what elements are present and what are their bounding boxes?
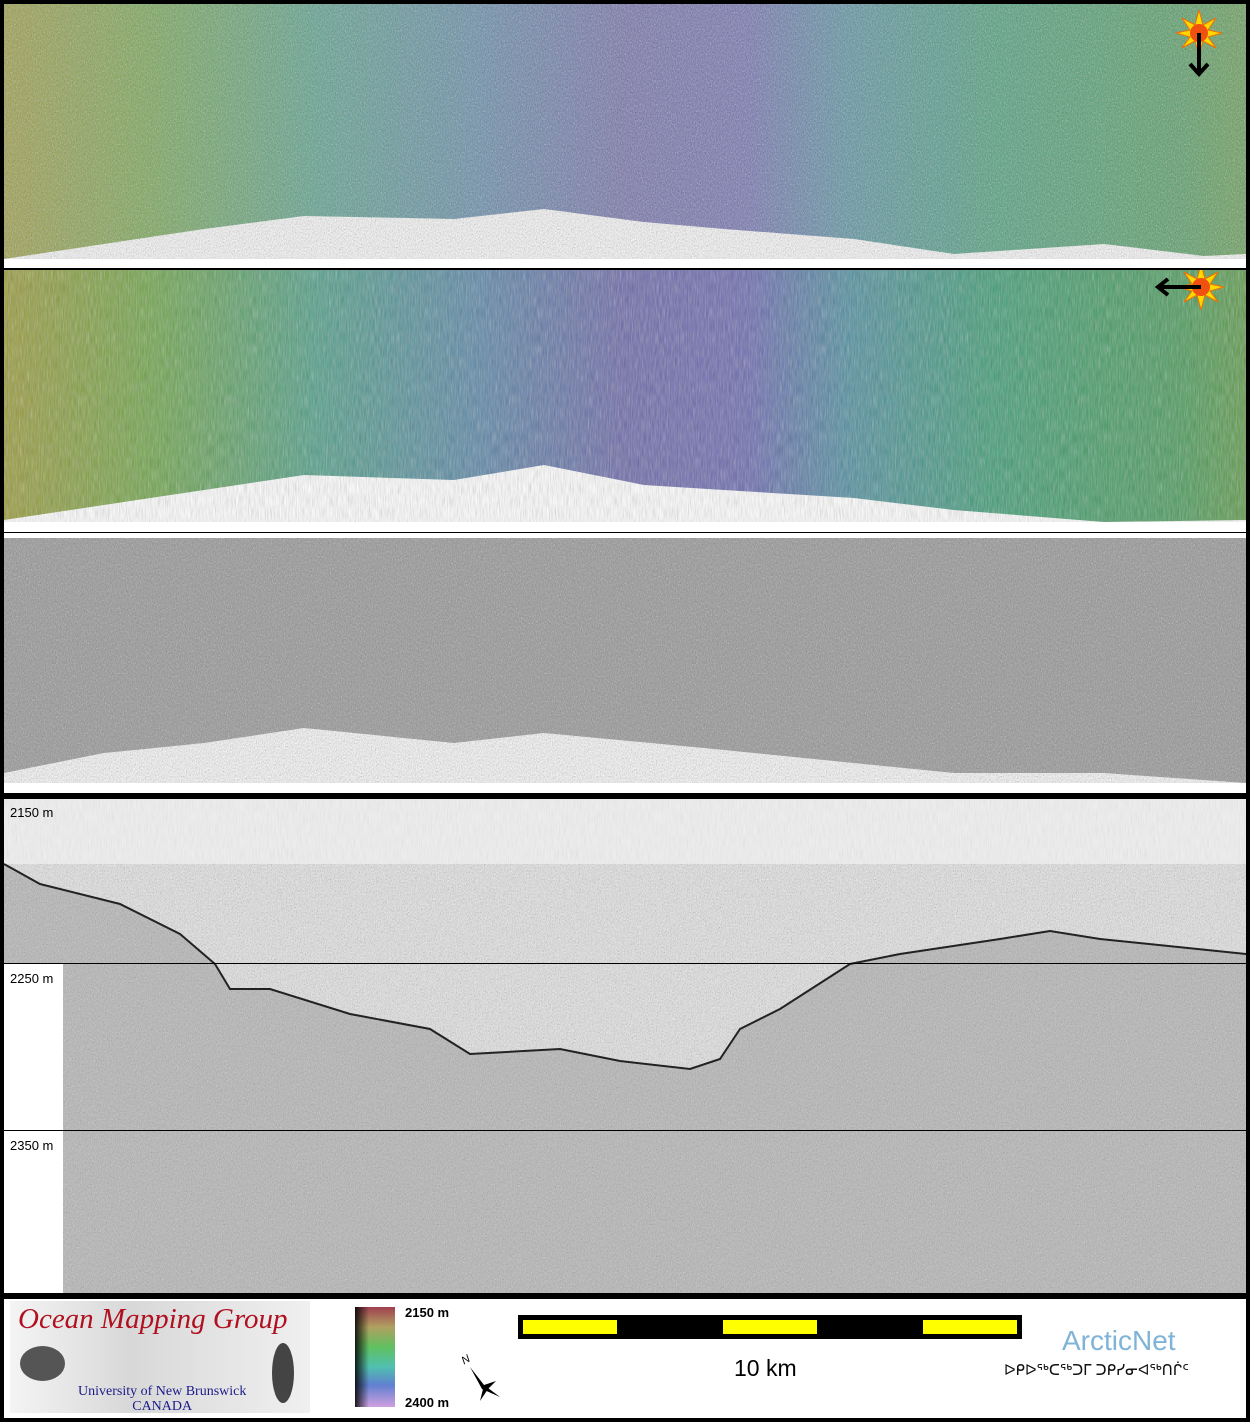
scale-segment	[523, 1320, 617, 1334]
arcticnet-syllabics: ᐅᑭᐅᖅᑕᖅᑐᒥ ᑐᑭᓯᓂᐊᖅᑎᒌᑦ	[1004, 1362, 1189, 1379]
bathymetry-relief-2	[4, 270, 1246, 522]
seabed-line	[4, 863, 1246, 1071]
scale-segment	[923, 1320, 1017, 1334]
scale-segment	[723, 1320, 817, 1334]
scale-bar	[518, 1315, 1022, 1339]
seabed-profile	[4, 799, 1246, 1293]
country-name: CANADA	[132, 1399, 193, 1414]
subbottom-profile-panel: 2150 m 2250 m 2350 m	[4, 799, 1246, 1293]
bathymetry-relief-1	[4, 4, 1246, 259]
university-name: University of New Brunswick	[78, 1384, 247, 1399]
colorbar-bottom-label: 2400 m	[405, 1395, 450, 1410]
shaded-relief-panel-north	[4, 4, 1246, 268]
left-margin	[4, 963, 63, 1293]
depth-label-2150: 2150 m	[10, 805, 54, 820]
legend-bar: Ocean Mapping Group University of New Br…	[4, 1299, 1246, 1418]
logo-subtitle: University of New Brunswick CANADA	[78, 1384, 246, 1414]
depth-label-2350: 2350 m	[10, 1138, 54, 1153]
sun-illumination-icon-north	[1175, 8, 1223, 77]
scale-label: 10 km	[734, 1355, 797, 1381]
sonar-fish-icon	[20, 1346, 65, 1381]
depth-gridline-2350	[4, 1130, 1246, 1131]
sediment-texture	[4, 864, 1246, 1293]
depth-label-2250: 2250 m	[10, 971, 54, 986]
colorbar-top-label: 2150 m	[405, 1305, 450, 1320]
sun-illumination-icon-east	[1154, 270, 1225, 312]
logo-title: Ocean Mapping Group	[18, 1303, 288, 1335]
shaded-relief-panel-east	[4, 270, 1246, 532]
backscatter-mosaic	[4, 538, 1246, 783]
arcticnet-logo: ArcticNet	[1062, 1325, 1176, 1356]
ocean-mapping-group-logo	[10, 1301, 310, 1413]
submersible-icon	[272, 1343, 294, 1403]
backscatter-panel	[4, 533, 1246, 793]
depth-gridline-2250	[4, 963, 1246, 964]
